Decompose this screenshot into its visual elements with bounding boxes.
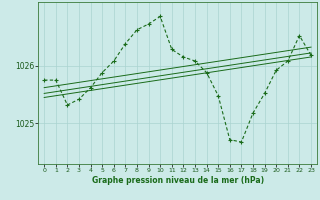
X-axis label: Graphe pression niveau de la mer (hPa): Graphe pression niveau de la mer (hPa) bbox=[92, 176, 264, 185]
